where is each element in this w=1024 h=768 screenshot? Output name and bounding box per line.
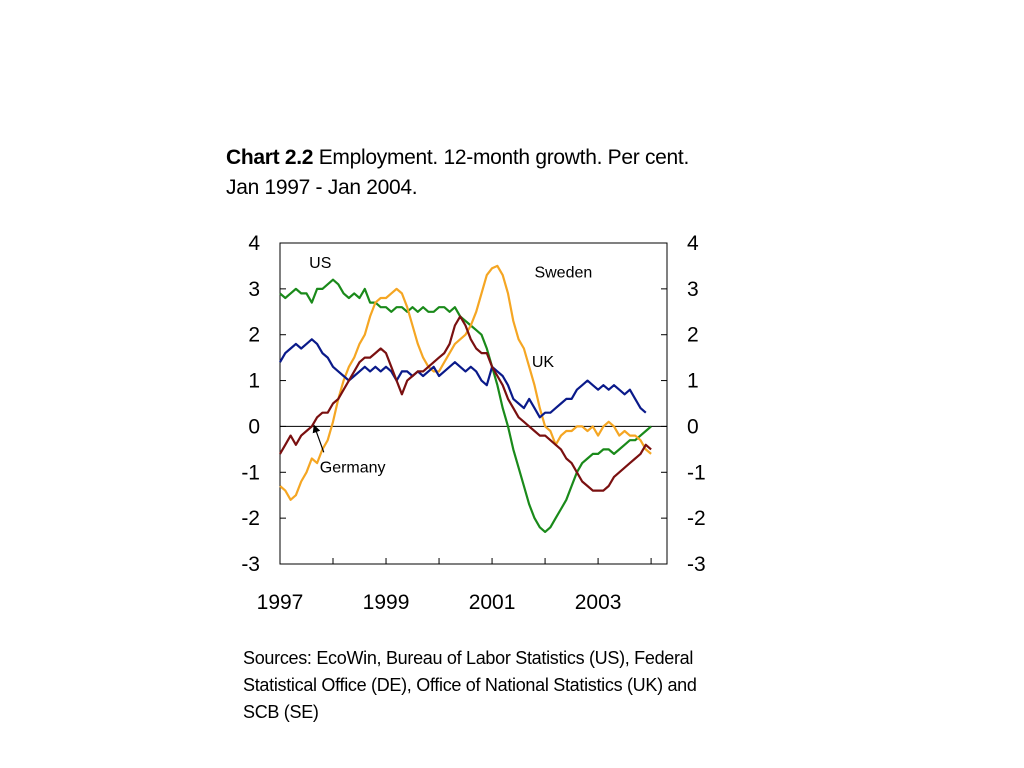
y-tick-label-right: 0 bbox=[687, 415, 699, 438]
series-label-sweden: Sweden bbox=[534, 264, 592, 281]
plot-frame bbox=[279, 242, 668, 565]
chart-number: Chart 2.2 bbox=[226, 146, 314, 169]
chart-title: Chart 2.2 Employment. 12-month growth. P… bbox=[226, 143, 786, 203]
y-tick-label-left: 3 bbox=[248, 278, 260, 301]
y-tick-label-left: 4 bbox=[248, 232, 260, 255]
chart-title-text: Employment. 12-month growth. Per cent. bbox=[318, 146, 690, 169]
x-tick-label: 1997 bbox=[257, 591, 304, 614]
series-line-uk bbox=[279, 338, 647, 419]
x-tick-label: 2003 bbox=[575, 591, 622, 614]
series-line-germany bbox=[279, 315, 652, 492]
series-label-us: US bbox=[309, 255, 331, 272]
y-tick-label-right: 4 bbox=[687, 232, 699, 255]
y-tick-label-left: -3 bbox=[241, 553, 260, 576]
series-line-us bbox=[279, 278, 652, 533]
y-tick-label-right: 3 bbox=[687, 278, 699, 301]
y-tick-label-left: -2 bbox=[241, 507, 260, 530]
sources-note: Sources: EcoWin, Bureau of Labor Statist… bbox=[243, 648, 697, 722]
germany-arrow bbox=[312, 424, 325, 453]
y-tick-label-left: 1 bbox=[248, 370, 260, 393]
y-tick-label-left: 0 bbox=[248, 415, 260, 438]
series-line-sweden bbox=[279, 264, 652, 501]
y-tick-label-right: 1 bbox=[687, 370, 699, 393]
x-tick-label: 2001 bbox=[469, 591, 516, 614]
y-tick-label-left: 2 bbox=[248, 324, 260, 347]
y-tick-label-left: -1 bbox=[241, 461, 260, 484]
y-tick-label-right: 2 bbox=[687, 324, 699, 347]
x-tick-label: 1999 bbox=[363, 591, 410, 614]
y-tick-label-right: -2 bbox=[687, 507, 706, 530]
y-tick-label-right: -1 bbox=[687, 461, 706, 484]
y-tick-label-right: -3 bbox=[687, 553, 706, 576]
series-label-uk: UK bbox=[532, 354, 555, 371]
chart-title-line2: Jan 1997 - Jan 2004. bbox=[226, 176, 418, 199]
chart-title-line1: Chart 2.2 Employment. 12-month growth. P… bbox=[226, 143, 786, 173]
series-label-germany: Germany bbox=[320, 459, 386, 476]
